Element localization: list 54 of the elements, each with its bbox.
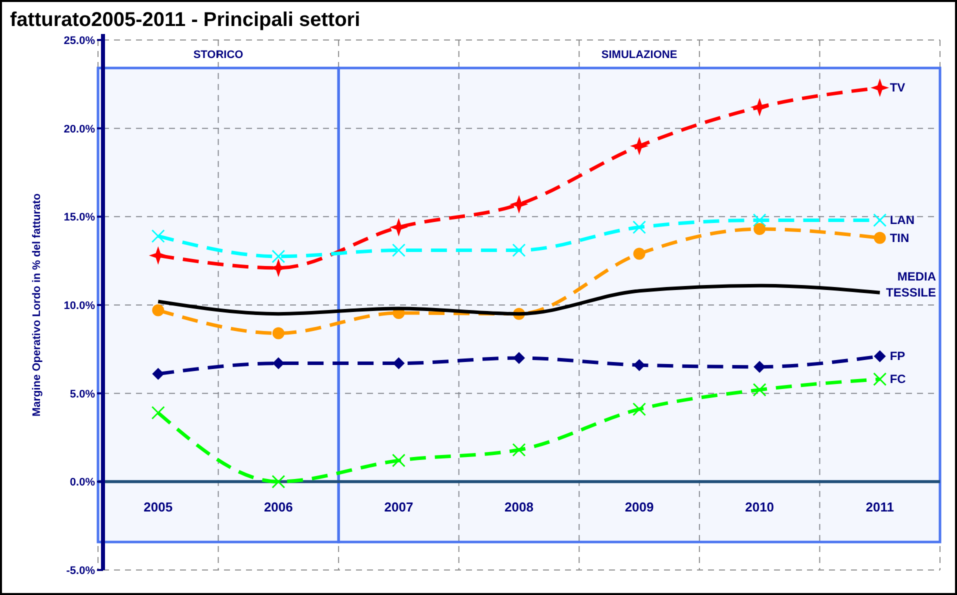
point <box>630 138 648 154</box>
x-tick-label: 2010 <box>745 500 774 515</box>
point <box>871 79 888 96</box>
y-tick-label: 5.0% <box>70 388 96 400</box>
series-label: TIN <box>890 230 910 245</box>
y-tick-label: 20.0% <box>64 123 96 136</box>
point <box>632 220 646 234</box>
point <box>152 368 164 380</box>
y-axis-title: Margine Operativo Lordo in % del fatturato <box>31 193 43 417</box>
point <box>150 247 167 264</box>
point <box>272 327 284 340</box>
point <box>390 218 408 236</box>
y-tick-label: 25.0% <box>64 35 96 47</box>
series-label: MEDIA TESSILE <box>886 270 936 300</box>
y-tick-label: 10.0% <box>64 300 96 312</box>
x-tick-label: 2005 <box>144 500 173 515</box>
point <box>392 243 406 257</box>
point <box>873 213 887 227</box>
point <box>632 402 646 416</box>
point <box>151 229 165 243</box>
series-label: LAN <box>890 213 915 228</box>
point <box>874 232 886 244</box>
x-tick-label: 2009 <box>624 500 654 515</box>
point <box>512 243 526 257</box>
point <box>751 98 768 116</box>
point <box>633 359 646 372</box>
point <box>874 350 886 362</box>
point <box>512 443 526 457</box>
point <box>752 213 766 227</box>
band-label: STORICO <box>193 49 244 61</box>
series-label: TV <box>890 80 906 95</box>
point <box>510 196 528 213</box>
x-tick-label: 2011 <box>866 500 894 515</box>
y-tick-label: 15.0% <box>64 212 96 224</box>
point <box>633 248 646 260</box>
band-label: SIMULAZIONE <box>601 49 678 61</box>
y-tick-label: -5.0% <box>66 565 96 577</box>
y-tick-label: 0.0% <box>70 476 96 489</box>
point <box>513 352 525 364</box>
x-tick-label: 2007 <box>384 500 414 515</box>
point <box>272 474 286 488</box>
series-label: FP <box>890 349 906 364</box>
chart-title: fatturato2005-2011 - Principali settori <box>10 9 360 31</box>
point <box>754 223 766 236</box>
x-tick-label: 2006 <box>264 500 293 515</box>
x-tick-label: 2008 <box>504 500 534 515</box>
point <box>873 372 887 386</box>
point <box>272 250 286 264</box>
series-label: FC <box>890 372 906 386</box>
point <box>272 357 284 370</box>
point <box>752 383 766 397</box>
point <box>392 454 406 468</box>
point <box>151 406 165 420</box>
point <box>152 304 164 316</box>
